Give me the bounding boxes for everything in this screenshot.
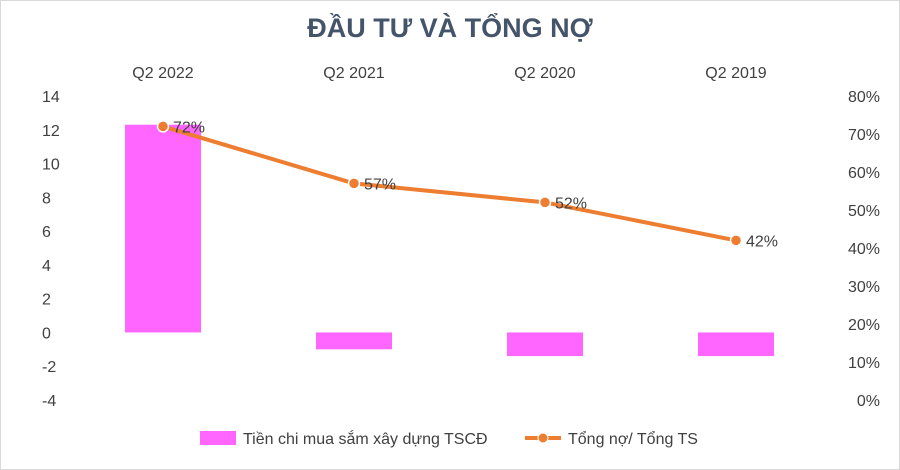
left-tick-label: 12: [42, 123, 60, 140]
left-tick-label: 8: [42, 190, 51, 207]
category-label: Q2 2022: [132, 65, 193, 82]
line-point: [729, 234, 743, 247]
left-tick-label: 6: [42, 224, 51, 241]
right-tick-label: 20%: [848, 317, 880, 334]
line-path: [161, 124, 738, 243]
right-tick-label: 60%: [848, 165, 880, 182]
right-tick-label: 10%: [848, 355, 880, 372]
bar: [507, 332, 583, 357]
left-axis: -4 -2 0 2 4 6 8 10 12 14: [42, 89, 60, 410]
chart-title: ĐẦU TƯ VÀ TỔNG NỢ: [307, 12, 592, 43]
right-tick-label: 80%: [848, 89, 880, 106]
data-label: 42%: [746, 233, 778, 250]
line-point: [347, 177, 361, 190]
legend-swatch-marker: [537, 432, 549, 444]
bar: [316, 332, 392, 350]
left-tick-label: 2: [42, 292, 51, 309]
line-point: [538, 196, 552, 209]
left-tick-label: -2: [42, 359, 56, 376]
data-label: 57%: [364, 176, 396, 193]
bar-series: [125, 124, 774, 357]
right-tick-label: 0%: [857, 393, 880, 410]
data-label: 52%: [555, 195, 587, 212]
category-label: Q2 2021: [323, 65, 384, 82]
left-tick-label: -4: [42, 393, 56, 410]
bar: [125, 124, 201, 333]
category-axis: Q2 2022 Q2 2021 Q2 2020 Q2 2019: [132, 65, 766, 82]
category-label: Q2 2019: [705, 65, 766, 82]
right-tick-label: 40%: [848, 241, 880, 258]
left-tick-label: 10: [42, 157, 60, 174]
left-tick-label: 4: [42, 258, 51, 275]
legend: Tiền chi mua sắm xây dựng TSCĐ Tổng nợ/ …: [200, 429, 698, 448]
category-label: Q2 2020: [514, 65, 575, 82]
right-tick-label: 30%: [848, 279, 880, 296]
line-point: [156, 120, 170, 133]
left-tick-label: 0: [42, 325, 51, 342]
legend-swatch-bar: [200, 431, 236, 445]
legend-label-line: Tổng nợ/ Tổng TS: [568, 430, 698, 448]
legend-label-bar: Tiền chi mua sắm xây dựng TSCĐ: [243, 429, 488, 448]
right-tick-label: 70%: [848, 127, 880, 144]
bar: [698, 332, 774, 357]
right-tick-label: 50%: [848, 203, 880, 220]
left-tick-label: 14: [42, 89, 60, 106]
right-axis: 0% 10% 20% 30% 40% 50% 60% 70% 80%: [848, 89, 880, 410]
line-series: 72% 57% 52% 42%: [156, 119, 778, 250]
data-label: 72%: [173, 119, 205, 136]
